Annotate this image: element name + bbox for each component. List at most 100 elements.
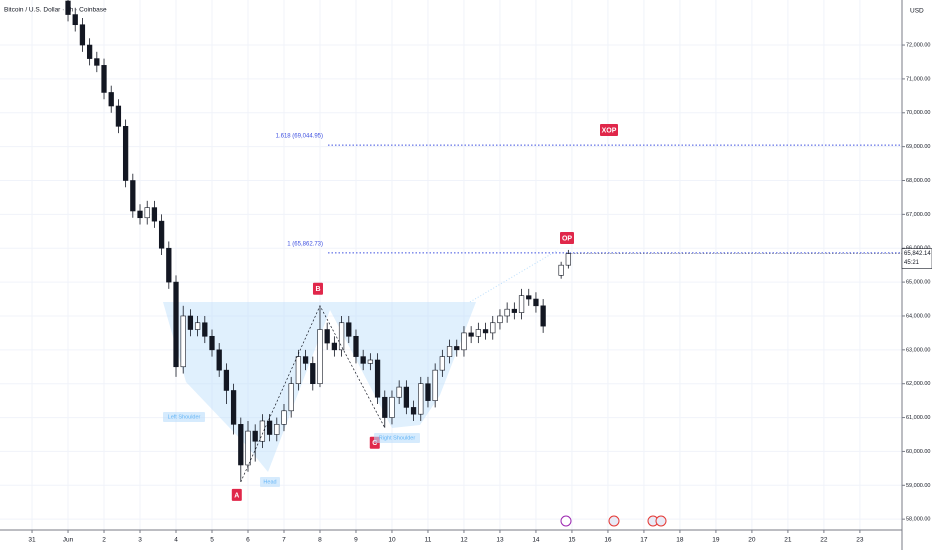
currency-label: USD: [910, 8, 924, 15]
event-icon[interactable]: [608, 515, 620, 527]
countdown-label: 45:21: [904, 260, 920, 266]
pattern-line: [240, 305, 386, 483]
candle-body: [526, 295, 532, 300]
y-tick-label: 63,000.00: [906, 347, 930, 353]
y-tick-label: 60,000.00: [906, 449, 930, 455]
candle-body: [504, 308, 510, 317]
event-icons: [560, 515, 667, 527]
pattern-tag: [600, 124, 618, 136]
candle-body: [310, 363, 316, 384]
candle-body: [281, 410, 287, 425]
candle-body: [317, 329, 323, 384]
x-tick-label: 6: [246, 537, 250, 544]
candle-body: [266, 420, 273, 435]
candle-body: [454, 346, 460, 351]
candle-body: [432, 369, 438, 401]
candle-body: [158, 220, 165, 249]
y-tick-label: 61,000.00: [906, 415, 930, 421]
candle-body: [137, 210, 143, 219]
x-tick-label: 4: [174, 537, 178, 544]
x-tick-label: 17: [640, 537, 648, 544]
candle-body: [65, 0, 71, 15]
candle-body: [490, 322, 496, 334]
pattern-tag: [560, 232, 574, 244]
candle-body: [389, 396, 395, 418]
x-tick-label: 2: [102, 537, 106, 544]
candle-body: [367, 359, 374, 364]
y-tick-label: 72,000.00: [906, 42, 930, 48]
x-tick-label: Jun: [63, 537, 74, 544]
candle-body: [439, 356, 446, 371]
y-tick-label: 68,000.00: [906, 178, 930, 184]
x-tick-label: 5: [210, 537, 214, 544]
candle-body: [353, 335, 359, 357]
x-tick-label: 31: [28, 537, 36, 544]
shape-label: Left Shoulder: [168, 414, 201, 420]
event-icon[interactable]: [560, 515, 572, 527]
candle-body: [468, 332, 474, 337]
candle-body: [540, 305, 546, 327]
candle-body: [86, 44, 93, 59]
pattern-label: XOP: [602, 127, 617, 134]
candle-body: [202, 322, 208, 337]
x-tick-label: 20: [748, 537, 756, 544]
x-tick-label: 10: [388, 537, 396, 544]
candle-body: [151, 207, 158, 222]
candle-body: [166, 247, 172, 283]
event-icon[interactable]: [655, 515, 667, 527]
candle-body: [72, 14, 78, 26]
x-tick-label: 15: [568, 537, 576, 544]
candle-body: [346, 322, 352, 337]
y-tick-label: 59,000.00: [906, 483, 930, 489]
candle-body: [533, 298, 539, 307]
pattern-tag: [312, 282, 323, 295]
candle-body: [245, 430, 251, 466]
candle-body: [180, 315, 186, 368]
candle-body: [108, 92, 114, 107]
candle-body: [497, 315, 503, 324]
candle-body: [94, 58, 100, 66]
candle-body: [259, 420, 266, 442]
x-tick-label: 7: [282, 537, 286, 544]
candle-body: [274, 424, 280, 435]
x-tick-label: 23: [856, 537, 864, 544]
candle-body: [324, 329, 330, 344]
x-tick-label: 22: [820, 537, 828, 544]
y-tick-label: 69,000.00: [906, 144, 930, 150]
candle-body: [446, 346, 453, 357]
candle-body: [382, 396, 388, 418]
x-tick-label: 18: [676, 537, 684, 544]
candle-body: [238, 424, 244, 466]
pattern-label: OP: [562, 235, 572, 242]
candle-body: [482, 329, 489, 334]
x-tick-label: 9: [354, 537, 358, 544]
candle-body: [187, 315, 194, 330]
candle-body: [223, 369, 230, 391]
candle-body: [396, 386, 402, 398]
candle-body: [374, 359, 381, 398]
candle-body: [173, 281, 179, 368]
candle-body: [130, 180, 136, 212]
pattern-tag: [231, 488, 242, 501]
y-tick-label: 64,000.00: [906, 313, 930, 319]
x-tick-label: 13: [496, 537, 504, 544]
pattern-label: A: [234, 492, 239, 499]
neckline-extension: [469, 249, 559, 303]
candle-body: [360, 356, 366, 364]
candle-body: [403, 386, 410, 408]
candle-body: [144, 207, 150, 219]
x-tick-label: 16: [604, 537, 612, 544]
shape-tag: [374, 433, 420, 443]
candle-body: [302, 356, 309, 364]
candle-body: [518, 295, 525, 313]
candle-body: [418, 383, 424, 415]
candle-body: [122, 126, 129, 181]
candle-body: [558, 264, 564, 276]
candle-body: [475, 329, 481, 337]
last-price-label: 65,842.14: [904, 251, 931, 257]
candle-body: [209, 335, 215, 351]
y-tick-label: 70,000.00: [906, 110, 930, 116]
x-tick-label: 8: [318, 537, 322, 544]
x-tick-label: 14: [532, 537, 540, 544]
